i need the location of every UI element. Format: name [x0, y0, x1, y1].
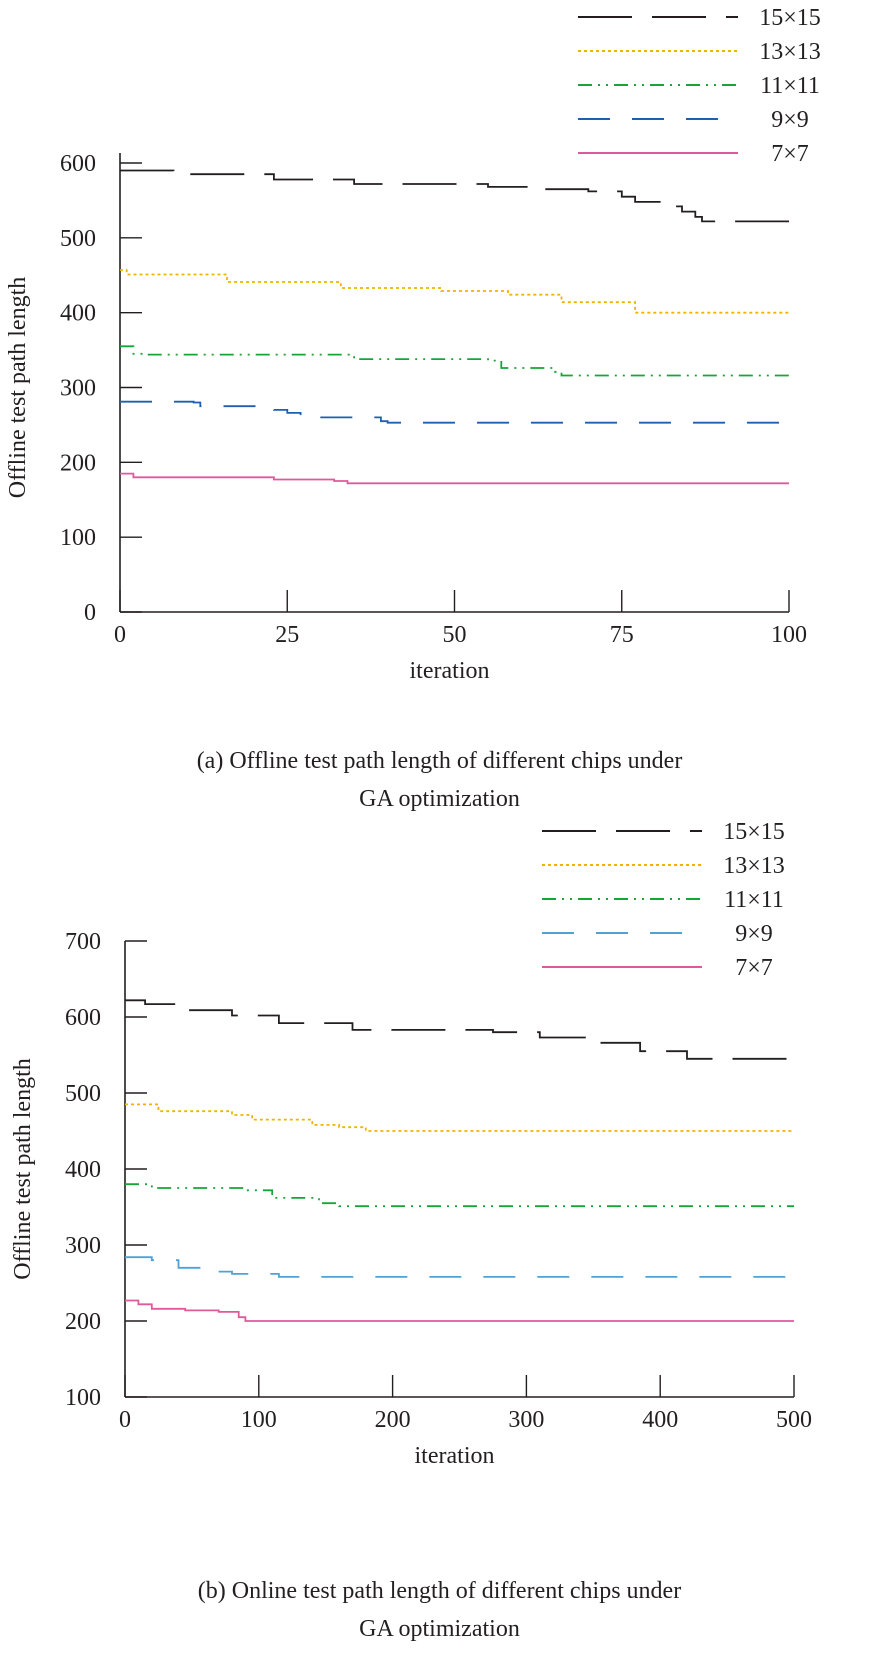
- legend-label-3: 9×9: [735, 921, 773, 947]
- chart-online: 100 200 300 400 500 600 700 0 100 200 300 400 500 ite…: [10, 820, 812, 1469]
- legend-label-0: 15×15: [723, 820, 785, 845]
- legend-label-1: 13×13: [759, 39, 821, 65]
- caption-online-line1: (b) Online test path length of different…: [197, 1578, 682, 1604]
- y-tick-label: 500: [65, 1081, 101, 1107]
- y-tick-label: 500: [60, 226, 96, 252]
- y-tick-label: 200: [65, 1309, 101, 1335]
- y-tick-label: 0: [84, 600, 96, 626]
- series-line-4: [120, 472, 789, 485]
- x-tick-label: 100: [771, 622, 807, 648]
- legend-label-1: 13×13: [723, 853, 785, 879]
- x-tick-label: 75: [610, 622, 634, 648]
- y-tick-label: 400: [60, 301, 96, 327]
- y-tick-label: 100: [65, 1385, 101, 1411]
- legend-label-3: 9×9: [771, 107, 809, 133]
- y-tick-label: 700: [65, 929, 101, 955]
- y-tick-label: 600: [65, 1005, 101, 1031]
- x-tick-label: 0: [119, 1407, 131, 1433]
- x-axis-label: iteration: [410, 658, 490, 684]
- y-tick-label: 300: [60, 376, 96, 402]
- series-line-1: [125, 1103, 794, 1132]
- x-tick-label: 200: [375, 1407, 411, 1433]
- y-axis-label: Offline test path length: [10, 1058, 36, 1280]
- legend-label-0: 15×15: [759, 5, 821, 31]
- x-tick-label: 25: [275, 622, 299, 648]
- series-line-0: [125, 999, 794, 1060]
- x-tick-label: 300: [508, 1407, 544, 1433]
- legend-label-4: 7×7: [735, 955, 773, 981]
- x-tick-label: 0: [114, 622, 126, 648]
- caption-online-line2: GA optimization: [359, 1616, 520, 1642]
- series-line-3: [125, 1256, 794, 1278]
- y-tick-label: 600: [60, 151, 96, 177]
- caption-online: (b) Online test path length of different…: [0, 1572, 879, 1648]
- series-line-3: [120, 400, 789, 424]
- caption-offline: (a) Offline test path length of differen…: [0, 742, 879, 818]
- caption-offline-line1: (a) Offline test path length of differen…: [196, 748, 683, 774]
- y-tick-label: 400: [65, 1157, 101, 1183]
- series-line-2: [120, 345, 789, 377]
- legend-label-2: 11×11: [760, 73, 820, 99]
- y-tick-label: 100: [60, 525, 96, 551]
- x-tick-label: 100: [241, 1407, 277, 1433]
- x-tick-label: 500: [776, 1407, 812, 1433]
- x-tick-label: 400: [642, 1407, 678, 1433]
- series-line-1: [120, 269, 790, 314]
- caption-offline-line2: GA optimization: [359, 786, 520, 812]
- chart-offline: 0 100 200 300 400 500 600 0 25 50 75 100 iteration Of…: [5, 5, 821, 684]
- x-tick-label: 50: [443, 622, 467, 648]
- series-line-0: [120, 169, 789, 223]
- x-axis-label: iteration: [415, 1443, 495, 1469]
- series-line-2: [125, 1183, 794, 1208]
- y-tick-label: 300: [65, 1233, 101, 1259]
- y-tick-label: 200: [60, 450, 96, 476]
- legend-label-2: 11×11: [724, 887, 784, 913]
- series-line-4: [125, 1299, 794, 1322]
- legend-label-4: 7×7: [771, 141, 809, 167]
- y-axis-label: Offline test path length: [5, 277, 31, 499]
